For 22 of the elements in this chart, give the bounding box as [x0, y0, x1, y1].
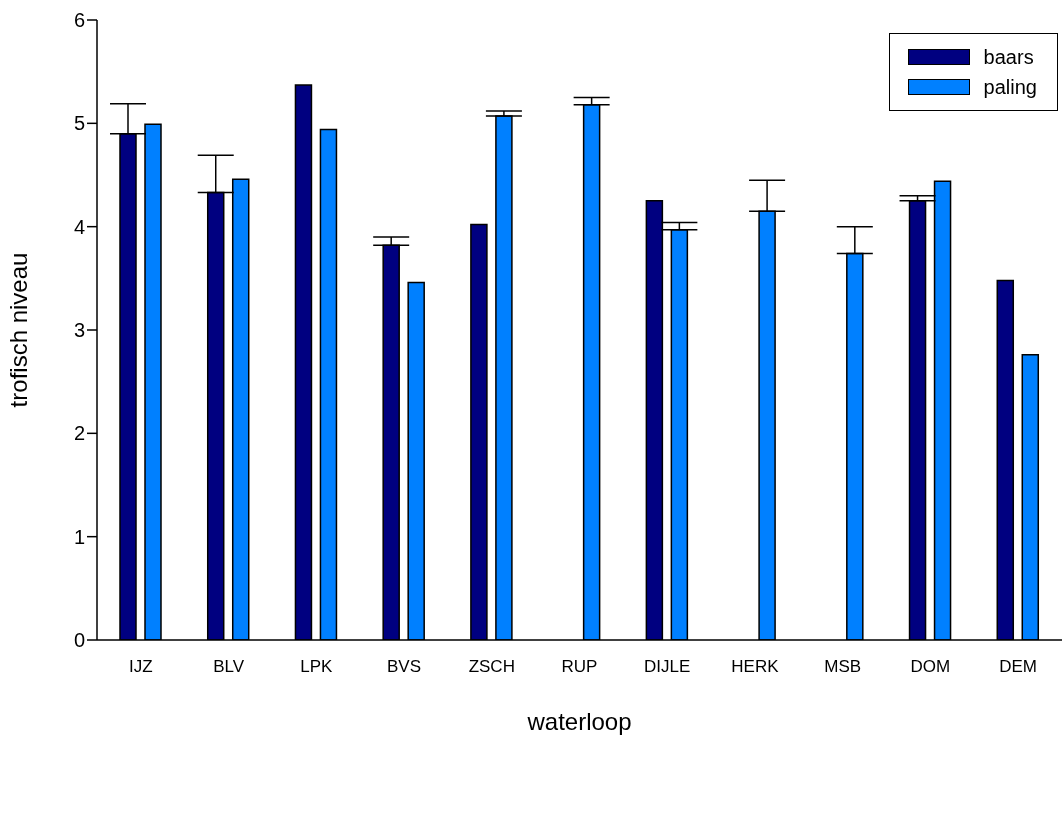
x-tick-label: HERK — [731, 657, 780, 677]
x-tick-label: ZSCH — [468, 657, 515, 677]
x-tick-label: MSB — [824, 657, 862, 677]
legend-label: baars — [983, 45, 1034, 70]
y-tick-label: 0 — [73, 629, 85, 652]
y-tick-label: 4 — [73, 215, 85, 238]
x-tick-label: DEM — [999, 657, 1038, 677]
y-tick-label: 1 — [73, 525, 85, 548]
y-tick-label: 6 — [73, 9, 85, 32]
y-axis-title: trofisch niveau — [4, 252, 32, 408]
x-tick-label: BLV — [213, 657, 245, 677]
x-axis-title: waterloop — [526, 708, 632, 735]
x-tick-label: DOM — [910, 657, 951, 677]
x-tick-label: BVS — [387, 657, 422, 677]
y-tick-label: 2 — [73, 422, 85, 445]
y-tick-label: 3 — [73, 319, 85, 342]
x-tick-label: RUP — [561, 657, 598, 677]
legend-label: paling — [983, 75, 1037, 100]
y-tick-label: 5 — [73, 112, 85, 135]
x-tick-label: DIJLE — [644, 657, 691, 677]
x-tick-label: IJZ — [129, 657, 153, 677]
x-tick-label: LPK — [300, 657, 334, 677]
